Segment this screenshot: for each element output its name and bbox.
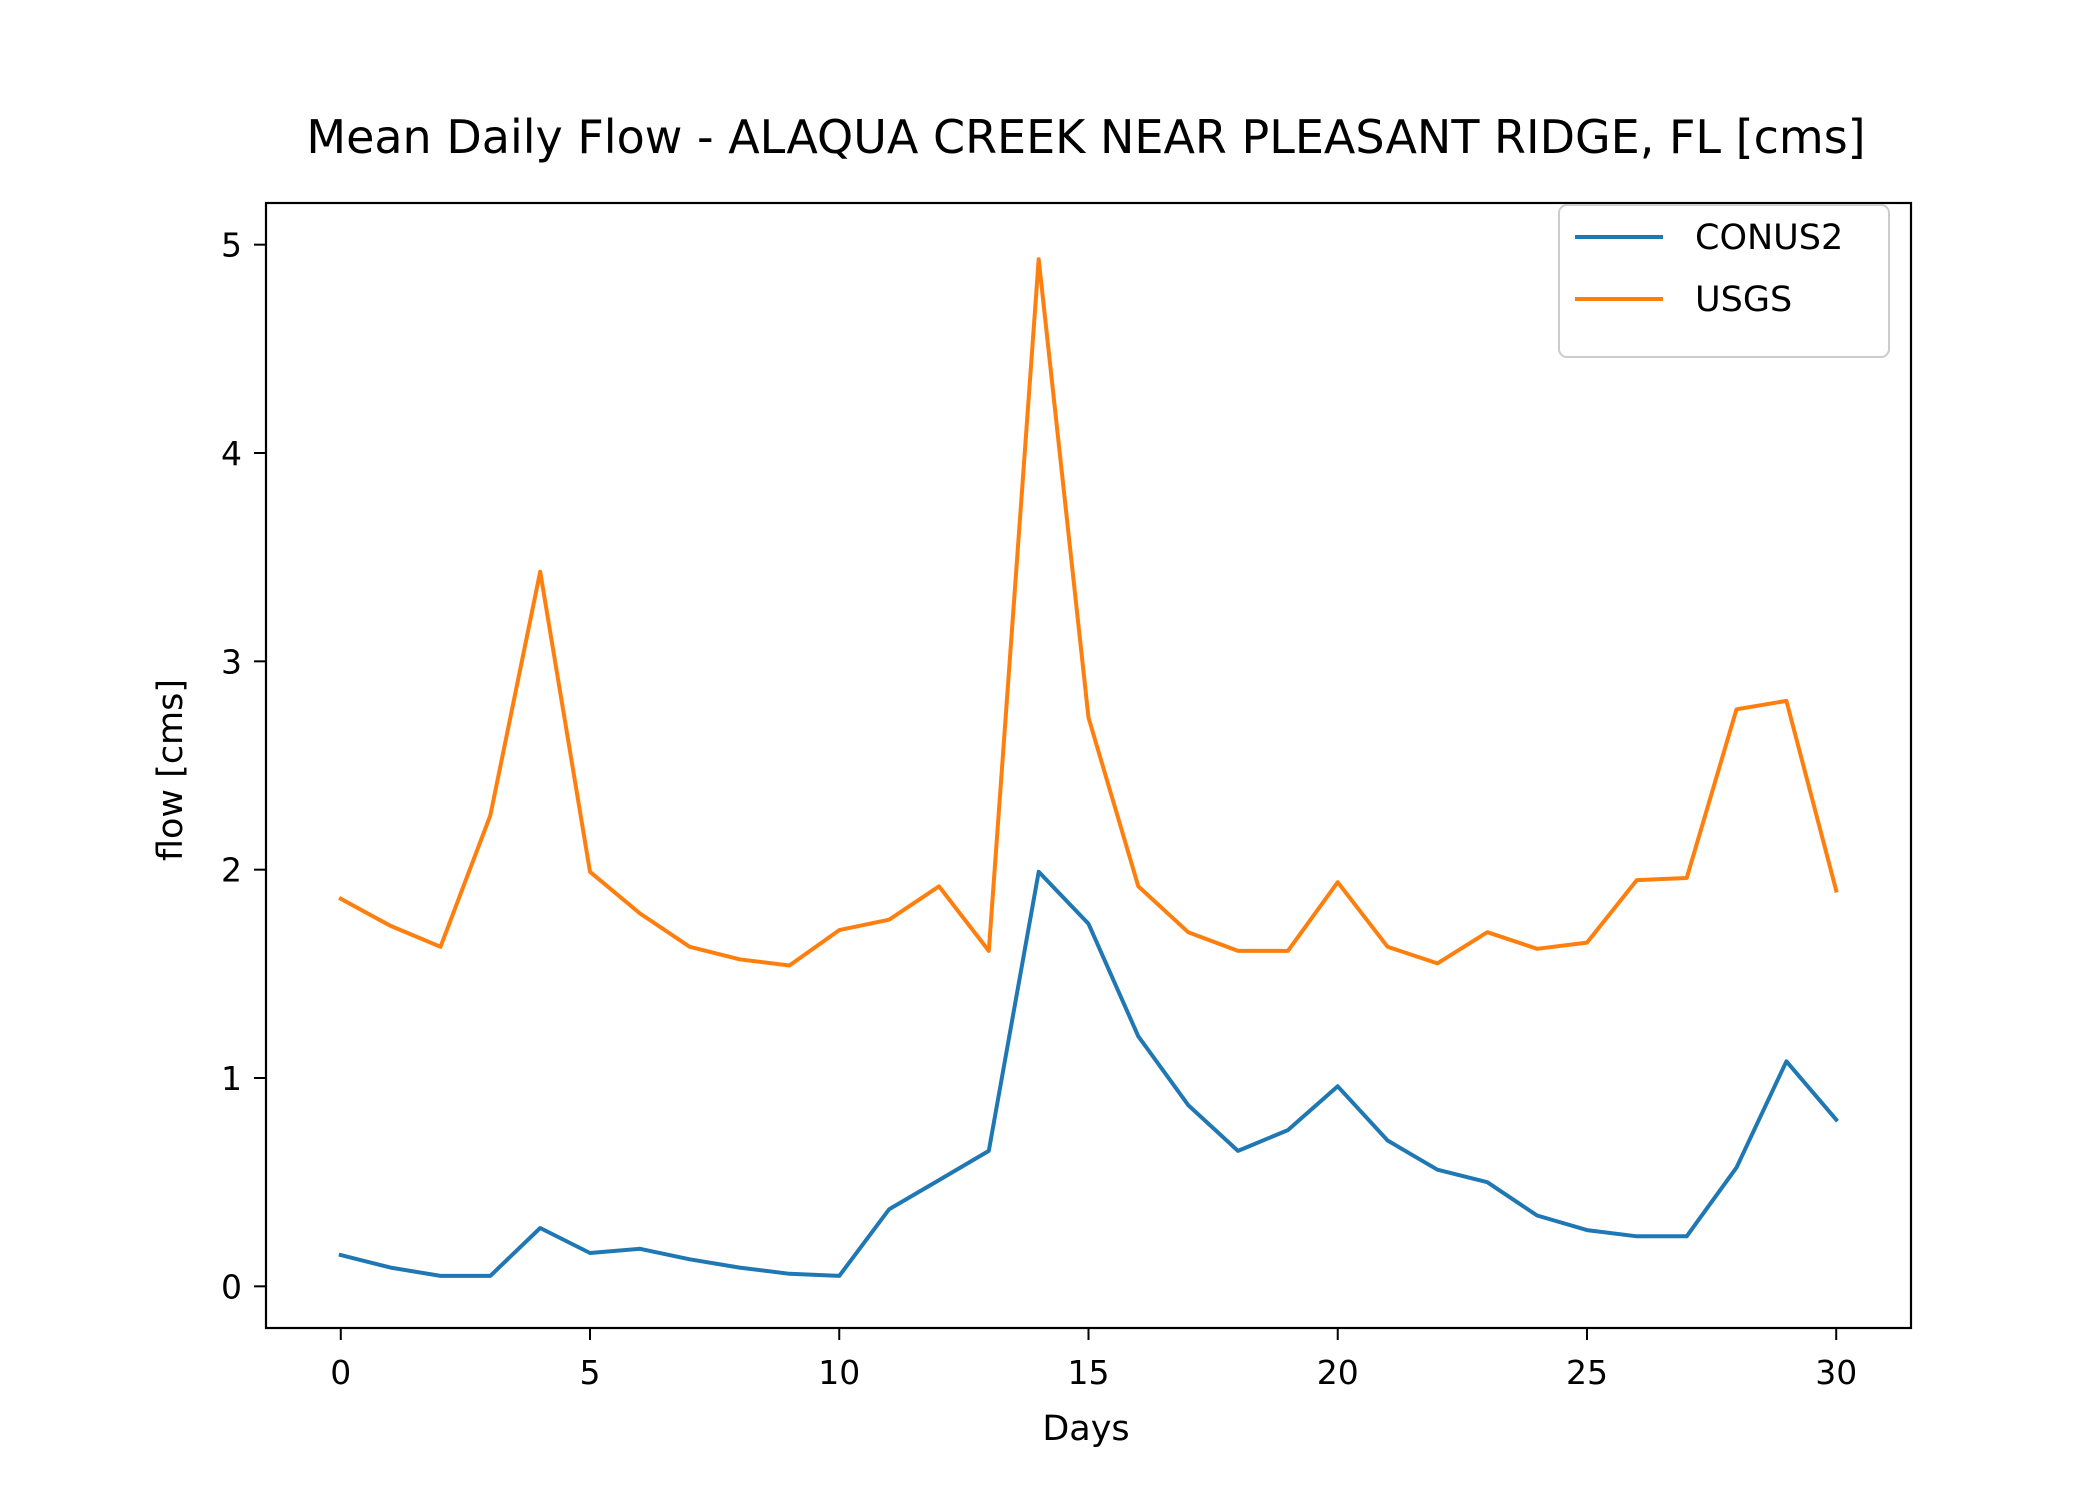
series-line-usgs — [338, 257, 1839, 968]
x-axis-title: Days — [1042, 1409, 1129, 1449]
x-tick-label: 30 — [1815, 1353, 1857, 1392]
x-tick-label: 20 — [1317, 1353, 1359, 1392]
legend: CONUS2 USGS — [1558, 204, 1890, 358]
chart-title: Mean Daily Flow - ALAQUA CREEK NEAR PLEA… — [306, 110, 1865, 164]
y-tick-label: 5 — [221, 226, 242, 265]
x-tick-label: 5 — [580, 1353, 601, 1392]
legend-box — [1558, 204, 1890, 358]
x-tick-label: 25 — [1566, 1353, 1608, 1392]
y-tick-label: 2 — [221, 851, 242, 890]
plot-area: 0 5 10 15 20 25 30 0 1 2 3 4 5 — [221, 201, 1913, 1392]
y-tick-label: 0 — [221, 1267, 242, 1306]
x-tick-label: 10 — [818, 1353, 860, 1392]
x-tick-label: 15 — [1068, 1353, 1110, 1392]
legend-label-usgs: USGS — [1695, 280, 1792, 320]
x-tick-label: 0 — [330, 1353, 351, 1392]
series-line-conus2 — [338, 869, 1840, 1278]
legend-label-conus2: CONUS2 — [1695, 218, 1843, 258]
y-tick-label: 1 — [221, 1059, 242, 1098]
y-tick-label: 3 — [221, 642, 242, 681]
y-axis-title: flow [cms] — [151, 679, 191, 861]
y-tick-label: 4 — [221, 434, 242, 473]
